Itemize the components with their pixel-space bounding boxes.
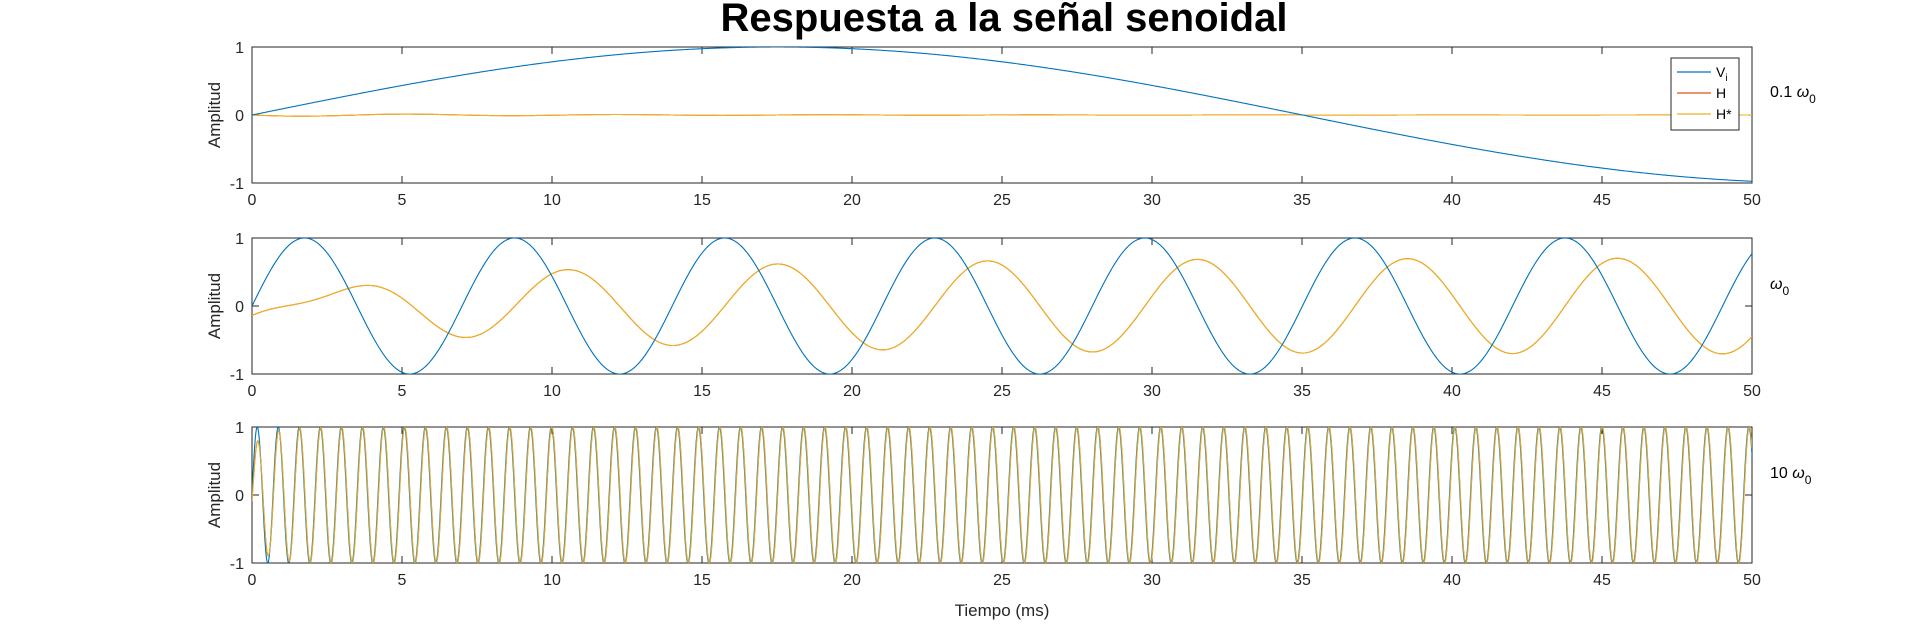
legend-entry-hstar: H*: [1716, 106, 1732, 122]
x-tick-label: 25: [993, 383, 1011, 400]
row-label: 0.1 ω0: [1770, 84, 1816, 106]
y-tick-label: -1: [230, 176, 244, 193]
legend-entry-h: H: [1716, 85, 1726, 101]
y-axis-label: Amplitud: [205, 462, 224, 528]
x-tick-label: 50: [1743, 192, 1761, 209]
y-tick-label: 1: [235, 40, 244, 57]
x-tick-label: 20: [843, 572, 861, 589]
row-label-sub: 0: [1782, 284, 1789, 298]
y-tick-label: 1: [235, 231, 244, 248]
row-label: 10 ω0: [1770, 465, 1812, 487]
series-group: [252, 427, 1752, 563]
x-tick-label: 45: [1593, 572, 1611, 589]
series-line-Vi: [252, 238, 1752, 374]
row-label-symbol: ω: [1770, 276, 1782, 293]
series-group: [252, 238, 1752, 374]
series-group: [252, 47, 1752, 182]
legend-entry-main: H: [1716, 85, 1726, 101]
row-label-sub: 0: [1805, 473, 1812, 487]
legend: ViH H*: [1670, 57, 1740, 131]
series-line-Hstar: [252, 113, 1752, 117]
row-label-prefix: 0.1: [1770, 84, 1797, 101]
x-tick-label: 15: [693, 383, 711, 400]
x-tick-label: 5: [398, 572, 407, 589]
axes-box: [251, 237, 1753, 375]
chart-title: Respuesta a la señal senoidal: [720, 0, 1288, 40]
y-tick-label: 0: [235, 108, 244, 125]
y-tick-label: -1: [230, 556, 244, 573]
series-line-Hstar: [252, 427, 1752, 563]
axes-box: [251, 426, 1753, 564]
x-tick-label: 0: [248, 192, 257, 209]
x-tick-label: 10: [543, 383, 561, 400]
x-tick-label: 0: [248, 572, 257, 589]
x-tick-label: 50: [1743, 572, 1761, 589]
x-tick-label: 30: [1143, 572, 1161, 589]
x-tick-label: 40: [1443, 192, 1461, 209]
y-tick-label: 0: [235, 299, 244, 316]
row-label-sub: 0: [1809, 92, 1816, 106]
x-tick-label: 45: [1593, 192, 1611, 209]
y-axis-label: Amplitud: [205, 273, 224, 339]
x-tick-label: 10: [543, 572, 561, 589]
x-tick-label: 5: [398, 192, 407, 209]
y-axis-label: Amplitud: [205, 82, 224, 148]
x-tick-label: 0: [248, 383, 257, 400]
x-axis-label: Tiempo (ms): [955, 601, 1050, 620]
y-tick-label: 0: [235, 488, 244, 505]
series-line-Hstar: [252, 257, 1752, 355]
x-tick-label: 5: [398, 383, 407, 400]
x-tick-label: 35: [1293, 383, 1311, 400]
y-tick-label: -1: [230, 367, 244, 384]
x-tick-label: 45: [1593, 383, 1611, 400]
row-label: ω0: [1770, 276, 1789, 298]
x-tick-label: 20: [843, 192, 861, 209]
x-tick-label: 30: [1143, 192, 1161, 209]
x-tick-label: 35: [1293, 192, 1311, 209]
row-label-symbol: ω: [1797, 84, 1809, 101]
legend-box: [1670, 57, 1740, 131]
legend-entry-main: V: [1716, 64, 1726, 80]
legend-entry-sub: i: [1725, 73, 1727, 84]
x-tick-label: 50: [1743, 383, 1761, 400]
x-tick-label: 35: [1293, 572, 1311, 589]
x-tick-label: 40: [1443, 572, 1461, 589]
x-tick-label: 40: [1443, 383, 1461, 400]
x-tick-label: 15: [693, 572, 711, 589]
x-tick-label: 30: [1143, 383, 1161, 400]
x-tick-label: 25: [993, 192, 1011, 209]
row-label-prefix: 10: [1770, 465, 1792, 482]
y-tick-label: 1: [235, 420, 244, 437]
chart-title-wrap: Respuesta a la señal senoidal: [252, 0, 1756, 40]
series-line-Vi: [252, 47, 1752, 182]
x-tick-label: 15: [693, 192, 711, 209]
legend-entry-main: H*: [1716, 106, 1732, 122]
x-tick-label: 20: [843, 383, 861, 400]
row-label-symbol: ω: [1792, 465, 1804, 482]
x-tick-label: 10: [543, 192, 561, 209]
x-tick-label: 25: [993, 572, 1011, 589]
legend-entry-vi: Vi: [1716, 64, 1728, 84]
